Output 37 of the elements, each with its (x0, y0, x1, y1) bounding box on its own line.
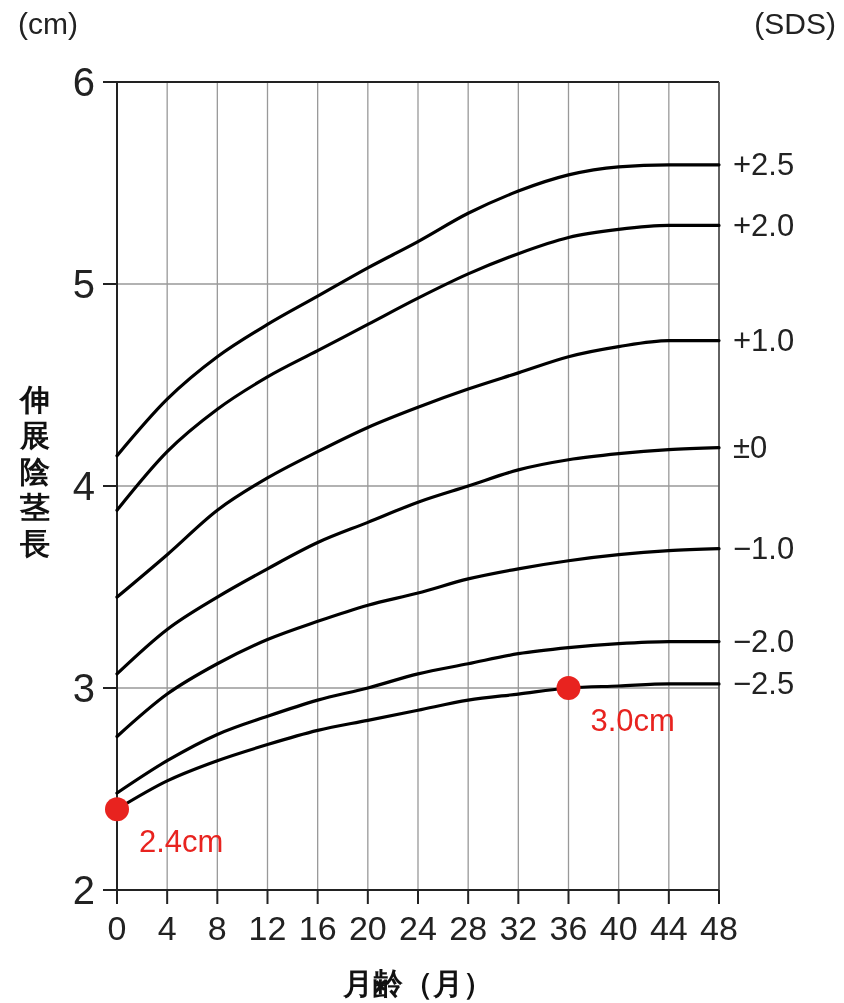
x-tick-label: 48 (700, 909, 738, 947)
series-label: +2.0 (733, 207, 795, 243)
text: (cm) (18, 7, 78, 40)
data-label: 2.4cm (139, 823, 224, 859)
series-label: ±0 (733, 430, 768, 466)
series-label: −2.5 (733, 666, 795, 702)
y-tick-label: 4 (72, 464, 95, 508)
line-series (115, 547, 721, 739)
x-tick-label: 32 (499, 909, 538, 947)
x-tick-label: 36 (549, 909, 588, 947)
x-tick-label: 8 (207, 909, 227, 947)
x-tick-label: 12 (248, 909, 287, 947)
x-tick-label: 40 (599, 909, 638, 947)
y-tick-label: 3 (72, 666, 95, 710)
line-series (115, 639, 721, 795)
series-label: −2.0 (733, 624, 795, 660)
x-tick-label: 20 (348, 909, 387, 947)
line-series (115, 446, 721, 676)
line-series (115, 163, 721, 458)
x-tick-label: 28 (449, 909, 488, 947)
x-tick-label: 16 (298, 909, 337, 947)
x-tick-label: 44 (649, 909, 688, 947)
y-tick-label: 6 (72, 60, 95, 104)
series-label: +1.0 (733, 323, 795, 359)
data-label: 3.0cm (590, 702, 675, 738)
x-axis-title: 月齢（月） (342, 966, 493, 1001)
x-tick-label: 0 (107, 909, 127, 947)
y-tick-label: 2 (72, 868, 95, 912)
x-tick-label: 24 (399, 909, 437, 947)
series-label: −1.0 (733, 531, 795, 567)
series-label: +2.5 (733, 147, 795, 183)
x-tick-label: 4 (157, 909, 177, 947)
legend-title: (SDS) (754, 7, 836, 40)
y-tick-label: 5 (72, 262, 95, 306)
line-series (115, 338, 721, 599)
line-series (115, 223, 721, 512)
y-axis-title: 伸展陰茎長 (18, 382, 50, 561)
